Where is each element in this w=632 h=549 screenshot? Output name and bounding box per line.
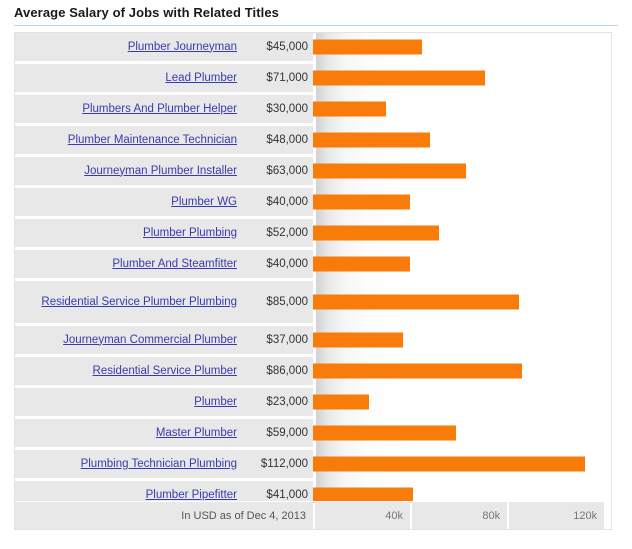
title-underline-rule bbox=[14, 25, 618, 26]
job-title-cell: Journeyman Plumber Installer bbox=[15, 157, 243, 185]
table-row: Plumber And Steamfitter $40,000 bbox=[15, 250, 611, 278]
salary-bar bbox=[313, 101, 386, 117]
job-title-cell: Plumber WG bbox=[15, 188, 243, 216]
job-title-cell: Plumber Plumbing bbox=[15, 219, 243, 247]
salary-bar bbox=[313, 132, 430, 148]
table-row: Lead Plumber $71,000 bbox=[15, 64, 611, 92]
salary-value: $48,000 bbox=[243, 126, 313, 154]
job-title-link[interactable]: Plumber bbox=[194, 395, 237, 408]
table-row: Plumber $23,000 bbox=[15, 388, 611, 416]
bar-cell bbox=[313, 388, 611, 416]
job-title-cell: Plumber bbox=[15, 388, 243, 416]
axis-tick-80k: 80k bbox=[412, 502, 508, 529]
job-title-cell: Plumber Maintenance Technician bbox=[15, 126, 243, 154]
job-title-link[interactable]: Lead Plumber bbox=[165, 71, 237, 84]
salary-value: $37,000 bbox=[243, 326, 313, 354]
job-title-link[interactable]: Journeyman Commercial Plumber bbox=[63, 333, 237, 346]
job-title-link[interactable]: Residential Service Plumber bbox=[92, 364, 237, 377]
table-row: Plumber Plumbing $52,000 bbox=[15, 219, 611, 247]
bar-cell bbox=[313, 250, 611, 278]
table-row: Plumber Maintenance Technician $48,000 bbox=[15, 126, 611, 154]
job-title-cell: Residential Service Plumber Plumbing bbox=[15, 281, 243, 323]
bar-cell bbox=[313, 357, 611, 385]
bar-cell bbox=[313, 326, 611, 354]
salary-bar bbox=[313, 456, 585, 472]
table-row: Plumber WG $40,000 bbox=[15, 188, 611, 216]
salary-value: $71,000 bbox=[243, 64, 313, 92]
salary-bar bbox=[313, 294, 520, 310]
table-row: Residential Service Plumber Plumbing $85,… bbox=[15, 281, 611, 323]
job-title-link[interactable]: Plumber Plumbing bbox=[143, 226, 237, 239]
bar-cell bbox=[313, 219, 611, 247]
salary-bar bbox=[313, 256, 410, 272]
bar-cell bbox=[313, 450, 611, 478]
job-title-cell: Lead Plumber bbox=[15, 64, 243, 92]
job-title-link[interactable]: Plumbers And Plumber Helper bbox=[82, 102, 237, 115]
job-title-link[interactable]: Master Plumber bbox=[155, 426, 237, 439]
salary-bar bbox=[313, 363, 522, 379]
job-title-cell: Plumbing Technician Plumbing bbox=[15, 450, 243, 478]
salary-bar bbox=[313, 487, 413, 503]
chart-rows: Plumber Journeyman $45,000 Lead Plumber $71… bbox=[15, 33, 611, 512]
job-title-cell: Plumber Journeyman bbox=[15, 33, 243, 61]
page-title: Average Salary of Jobs with Related Titl… bbox=[14, 5, 280, 20]
bar-cell bbox=[313, 157, 611, 185]
salary-value: $23,000 bbox=[243, 388, 313, 416]
table-row: Plumbers And Plumber Helper $30,000 bbox=[15, 95, 611, 123]
salary-value: $40,000 bbox=[243, 250, 313, 278]
salary-value: $45,000 bbox=[243, 33, 313, 61]
axis-tick-120k: 120k bbox=[509, 502, 605, 529]
salary-bar bbox=[313, 163, 466, 179]
table-row: Journeyman Plumber Installer $63,000 bbox=[15, 157, 611, 185]
bar-cell bbox=[313, 33, 611, 61]
job-title-cell: Plumber And Steamfitter bbox=[15, 250, 243, 278]
salary-value: $30,000 bbox=[243, 95, 313, 123]
salary-bar bbox=[313, 394, 369, 410]
job-title-link[interactable]: Plumber Journeyman bbox=[127, 40, 237, 53]
salary-value: $40,000 bbox=[243, 188, 313, 216]
footer-currency-note: In USD as of Dec 4, 2013 bbox=[15, 502, 313, 529]
salary-value: $85,000 bbox=[243, 281, 313, 323]
table-row: Plumbing Technician Plumbing $112,000 bbox=[15, 450, 611, 478]
bar-cell bbox=[313, 95, 611, 123]
chart-footer: In USD as of Dec 4, 2013 40k 80k 120k bbox=[15, 501, 611, 529]
job-title-cell: Journeyman Commercial Plumber bbox=[15, 326, 243, 354]
job-title-link[interactable]: Journeyman Plumber Installer bbox=[84, 164, 237, 177]
salary-bar bbox=[313, 194, 410, 210]
salary-bar bbox=[313, 225, 440, 241]
salary-chart-container: Plumber Journeyman $45,000 Lead Plumber $71… bbox=[14, 32, 612, 530]
salary-bar bbox=[313, 425, 457, 441]
job-title-cell: Master Plumber bbox=[15, 419, 243, 447]
job-title-link[interactable]: Plumbing Technician Plumbing bbox=[80, 457, 237, 470]
job-title-cell: Residential Service Plumber bbox=[15, 357, 243, 385]
bar-cell bbox=[313, 126, 611, 154]
salary-bar bbox=[313, 39, 423, 55]
job-title-link[interactable]: Plumber WG bbox=[171, 195, 237, 208]
salary-value: $63,000 bbox=[243, 157, 313, 185]
bar-cell bbox=[313, 481, 611, 509]
salary-bar bbox=[313, 332, 403, 348]
table-row: Master Plumber $59,000 bbox=[15, 419, 611, 447]
salary-value: $86,000 bbox=[243, 357, 313, 385]
job-title-link[interactable]: Residential Service Plumber Plumbing bbox=[41, 295, 237, 308]
salary-bar bbox=[313, 70, 486, 86]
bar-cell bbox=[313, 419, 611, 447]
bar-cell bbox=[313, 64, 611, 92]
salary-value: $52,000 bbox=[243, 219, 313, 247]
table-row: Plumber Journeyman $45,000 bbox=[15, 33, 611, 61]
bar-cell bbox=[313, 188, 611, 216]
salary-value: $112,000 bbox=[243, 450, 313, 478]
job-title-cell: Plumbers And Plumber Helper bbox=[15, 95, 243, 123]
job-title-link[interactable]: Plumber And Steamfitter bbox=[112, 257, 237, 270]
table-row: Residential Service Plumber $86,000 bbox=[15, 357, 611, 385]
salary-value: $59,000 bbox=[243, 419, 313, 447]
bar-cell bbox=[313, 281, 611, 323]
job-title-link[interactable]: Plumber Pipefitter bbox=[145, 488, 237, 501]
table-row: Journeyman Commercial Plumber $37,000 bbox=[15, 326, 611, 354]
job-title-link[interactable]: Plumber Maintenance Technician bbox=[67, 133, 237, 146]
axis-tick-40k: 40k bbox=[315, 502, 411, 529]
table-row: Plumber Pipefitter $41,000 bbox=[15, 481, 611, 509]
